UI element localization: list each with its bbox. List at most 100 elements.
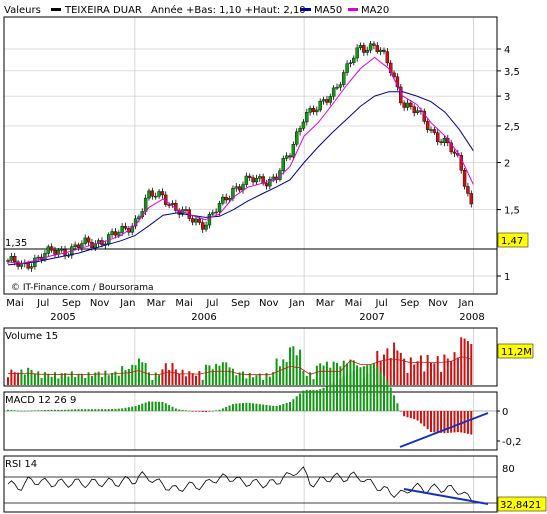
volume-bar: [393, 342, 396, 385]
macd-bar: [440, 411, 443, 433]
candle-body: [190, 218, 195, 223]
volume-bar: [27, 367, 30, 385]
macd-bar: [399, 411, 402, 412]
candle-body: [150, 190, 155, 197]
volume-bar: [107, 375, 110, 385]
price-legend-swatch: [51, 8, 61, 11]
macd-bar: [396, 403, 399, 411]
rsi-last-box: [497, 496, 547, 512]
macd-bar: [43, 410, 46, 411]
macd-bar: [393, 395, 396, 411]
volume-bar: [460, 337, 463, 385]
volume-bar: [315, 365, 318, 385]
macd-bar: [184, 410, 187, 411]
volume-bar: [235, 375, 238, 385]
candle-body: [452, 151, 457, 154]
volume-last-box: [497, 343, 534, 359]
macd-bar: [7, 409, 9, 411]
volume-bar: [40, 378, 43, 385]
macd-tick-1: -0,2: [502, 437, 522, 448]
volume-bar: [349, 359, 352, 385]
volume-bar: [101, 376, 103, 385]
candles: [6, 40, 473, 272]
macd-bar: [158, 401, 161, 411]
candle-body: [60, 249, 64, 251]
volume-bar: [57, 378, 60, 385]
macd-bar: [205, 411, 208, 413]
macd-bar: [80, 409, 83, 411]
candle-body: [19, 263, 24, 267]
candle-body: [432, 129, 437, 133]
rsi-panel-frame: [3, 455, 498, 513]
macd-bar: [268, 405, 271, 411]
candle-body: [405, 102, 410, 108]
macd-bar: [114, 408, 117, 411]
macd-bar: [13, 410, 16, 411]
volume-bar: [272, 372, 275, 385]
x-month-label: Mai: [175, 298, 193, 309]
macd-bar: [164, 403, 167, 411]
volume-bar: [332, 361, 335, 385]
macd-tick-0: 0: [502, 407, 508, 418]
volume-bar: [154, 372, 157, 385]
volume-bar: [299, 349, 302, 385]
volume-bar: [262, 379, 265, 385]
macd-bar: [151, 401, 154, 411]
macd-bar: [238, 403, 241, 411]
macd-bar: [383, 376, 385, 411]
candle-body: [13, 256, 17, 263]
macd-bar: [356, 369, 359, 411]
candle-body: [358, 45, 363, 49]
volume-bar: [10, 369, 13, 385]
macd-bar: [366, 365, 369, 411]
volume-bar: [20, 369, 23, 385]
candle-body: [446, 138, 450, 144]
candle-body: [325, 99, 329, 103]
volume-bar: [463, 338, 466, 385]
volume-bar: [84, 378, 87, 385]
macd-bar: [148, 401, 150, 411]
volume-bar: [181, 369, 184, 385]
volume-bar: [409, 357, 412, 385]
macd-bar: [74, 409, 77, 411]
volume-bar: [419, 355, 422, 385]
macd-bar: [379, 371, 382, 411]
volume-bar: [453, 352, 456, 385]
macd-bar: [309, 390, 312, 411]
candle-body: [385, 51, 390, 64]
macd-bar: [456, 411, 459, 433]
x-month-label: Nov: [90, 298, 110, 309]
macd-bar: [221, 408, 224, 411]
volume-bar: [60, 373, 63, 385]
candle-body: [469, 193, 473, 205]
candle-body: [53, 250, 57, 255]
macd-bar: [369, 364, 372, 411]
x-month-label: Sep: [231, 298, 250, 309]
macd-bar: [278, 405, 281, 411]
volume-bar: [64, 373, 67, 385]
candle-body: [6, 260, 10, 262]
macd-bar: [168, 405, 171, 411]
macd-bar: [57, 409, 60, 411]
macd-bar: [386, 380, 389, 411]
volume-title: Volume 15: [5, 331, 58, 342]
macd-bar: [453, 411, 456, 433]
macd-bar: [272, 405, 275, 411]
macd-bar: [443, 411, 446, 434]
price-tick-label: 3: [504, 92, 510, 103]
macd-bar: [54, 409, 56, 411]
volume-bar: [37, 371, 40, 385]
volume-bar: [137, 358, 140, 385]
valeurs-label: Valeurs: [4, 5, 41, 16]
candle-body: [73, 244, 77, 247]
macd-bar: [181, 409, 184, 411]
volume-bar: [416, 361, 419, 385]
macd-bar: [346, 374, 349, 411]
price-tick-label: 2,5: [504, 122, 520, 133]
candle-body: [221, 196, 225, 204]
candle-body: [147, 190, 151, 199]
macd-bar: [70, 409, 73, 411]
volume-bar: [211, 369, 214, 385]
volume-bar: [339, 366, 342, 385]
macd-bar: [275, 406, 278, 411]
